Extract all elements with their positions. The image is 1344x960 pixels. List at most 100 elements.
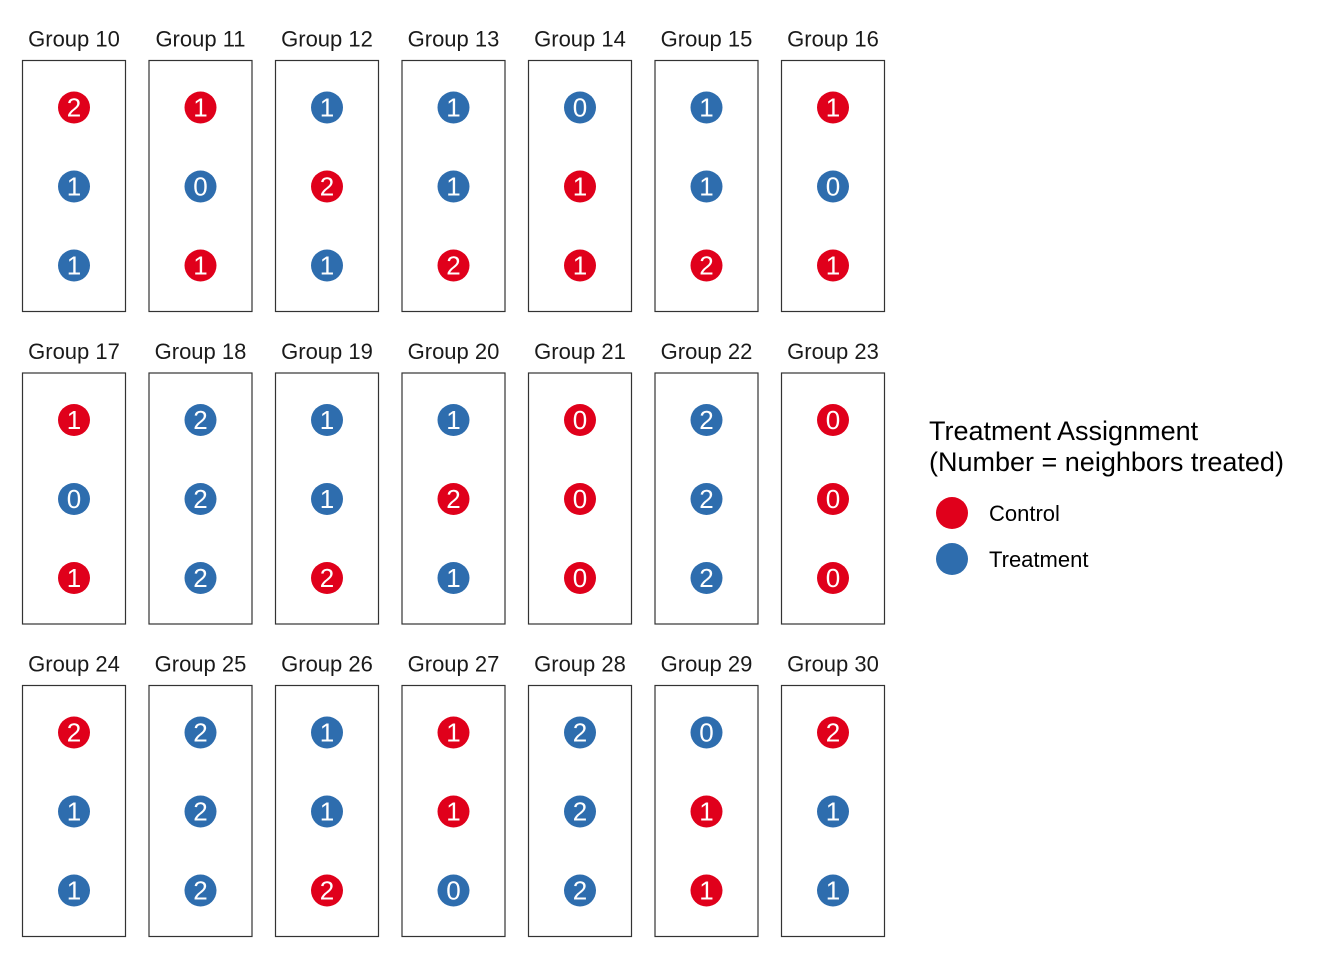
neighbors-treated-label: 1 <box>446 718 460 748</box>
neighbors-treated-label: 1 <box>320 93 334 123</box>
facet-border <box>401 684 506 938</box>
facet-panel: Group 14 0 1 1 <box>527 27 633 313</box>
facet-border <box>274 684 380 938</box>
neighbors-treated-label: 1 <box>67 563 81 593</box>
neighbors-treated-label: 0 <box>573 563 587 593</box>
control-point <box>437 249 470 282</box>
neighbors-treated-label: 2 <box>573 797 587 827</box>
control-point <box>817 562 849 594</box>
facet-title: Group 12 <box>281 27 373 52</box>
treatment-point <box>311 716 343 749</box>
facet-border <box>274 372 380 625</box>
facet-title: Group 14 <box>534 27 626 52</box>
control-point <box>564 249 596 282</box>
legend-title-line-1: Treatment Assignment <box>929 416 1199 446</box>
legend: Treatment Assignment (Number = neighbors… <box>929 416 1284 575</box>
neighbors-treated-label: 0 <box>699 718 713 748</box>
treatment-point <box>58 874 90 907</box>
neighbors-treated-label: 2 <box>67 93 81 123</box>
neighbors-treated-label: 2 <box>699 563 713 593</box>
control-point <box>311 562 343 594</box>
facet-title: Group 20 <box>408 339 500 364</box>
treatment-point <box>184 170 217 203</box>
neighbors-treated-label: 1 <box>826 876 840 906</box>
treatment-point <box>311 249 343 282</box>
neighbors-treated-label: 2 <box>320 876 334 906</box>
neighbors-treated-label: 2 <box>446 484 460 514</box>
neighbors-treated-label: 1 <box>446 405 460 435</box>
facet-title: Group 17 <box>28 339 120 364</box>
facet-border <box>527 684 633 938</box>
neighbors-treated-label: 2 <box>826 718 840 748</box>
treatment-point <box>311 404 343 436</box>
control-point <box>58 91 90 124</box>
facet-title: Group 19 <box>281 339 373 364</box>
neighbors-treated-label: 0 <box>193 172 207 202</box>
control-point <box>690 249 723 282</box>
treatment-point <box>184 874 217 907</box>
facet-border <box>654 684 759 938</box>
facet-title: Group 10 <box>28 27 120 52</box>
treatment-point <box>184 795 217 828</box>
facet-title: Group 11 <box>155 27 245 52</box>
facet-panel: Group 29 0 1 1 <box>654 652 759 938</box>
facet-border <box>148 684 253 938</box>
neighbors-treated-label: 0 <box>573 484 587 514</box>
treatment-point <box>564 874 596 907</box>
control-point <box>564 562 596 594</box>
neighbors-treated-label: 1 <box>446 797 460 827</box>
facet-title: Group 22 <box>661 339 753 364</box>
control-point <box>564 170 596 203</box>
treatment-point <box>58 483 90 515</box>
facet-border <box>527 59 633 313</box>
control-point <box>311 170 343 203</box>
neighbors-treated-label: 0 <box>67 484 81 514</box>
treatment-point <box>690 716 723 749</box>
facet-title: Group 27 <box>408 652 500 677</box>
neighbors-treated-label: 1 <box>699 876 713 906</box>
facet-title: Group 23 <box>787 339 879 364</box>
control-point <box>690 795 723 828</box>
neighbors-treated-label: 0 <box>573 405 587 435</box>
facet-panel: Group 21 0 0 0 <box>527 339 633 625</box>
control-point <box>817 716 849 749</box>
neighbors-treated-label: 2 <box>320 172 334 202</box>
facet-title: Group 28 <box>534 652 626 677</box>
neighbors-treated-label: 1 <box>826 251 840 281</box>
control-point <box>817 249 849 282</box>
facet-border <box>527 372 633 625</box>
neighbors-treated-label: 1 <box>446 563 460 593</box>
neighbors-treated-label: 2 <box>193 876 207 906</box>
neighbors-treated-label: 1 <box>67 876 81 906</box>
neighbors-treated-label: 0 <box>826 484 840 514</box>
neighbors-treated-label: 1 <box>446 93 460 123</box>
treatment-point <box>817 795 849 828</box>
treatment-point <box>564 795 596 828</box>
neighbors-treated-label: 1 <box>67 405 81 435</box>
neighbors-treated-label: 2 <box>193 405 207 435</box>
control-point <box>58 716 90 749</box>
facet-title: Group 24 <box>28 652 120 677</box>
neighbors-treated-label: 2 <box>320 563 334 593</box>
facet-border <box>780 372 886 625</box>
treatment-point <box>184 716 217 749</box>
treatment-point <box>690 404 723 436</box>
treatment-point <box>690 562 723 594</box>
facet-title: Group 13 <box>408 27 500 52</box>
legend-key-treatment <box>936 543 968 575</box>
legend-title-line-2: (Number = neighbors treated) <box>929 447 1284 477</box>
control-point <box>564 483 596 515</box>
neighbors-treated-label: 0 <box>573 93 587 123</box>
facet-panel: Group 16 1 0 1 <box>780 27 886 313</box>
neighbors-treated-label: 2 <box>573 718 587 748</box>
facet-panel: Group 27 1 1 0 <box>401 652 506 938</box>
facet-title: Group 30 <box>787 652 879 677</box>
control-point <box>184 249 217 282</box>
treatment-point <box>817 170 849 203</box>
facet-panel: Group 23 0 0 0 <box>780 339 886 625</box>
neighbors-treated-label: 1 <box>699 172 713 202</box>
treatment-point <box>690 483 723 515</box>
treatment-point <box>58 170 90 203</box>
facet-panel: Group 15 1 1 2 <box>654 27 759 313</box>
